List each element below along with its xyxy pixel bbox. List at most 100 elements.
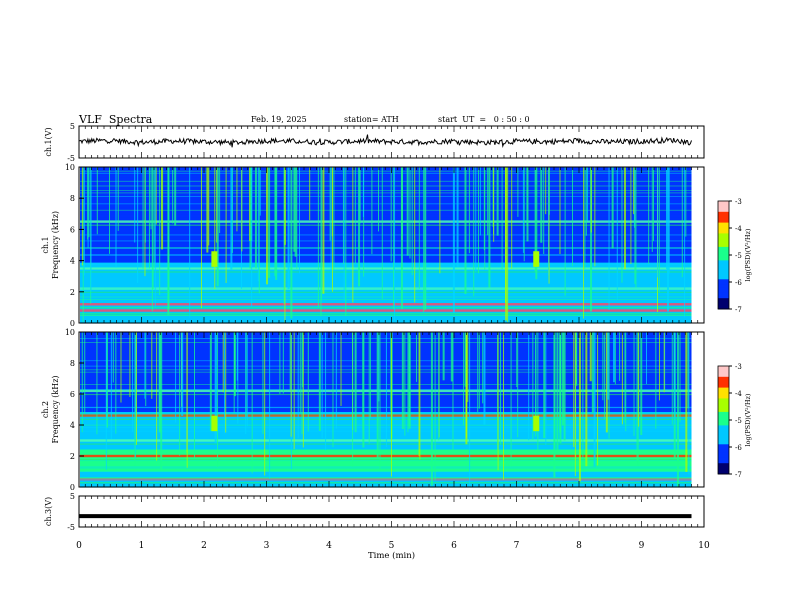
colorbar-cell [718,206,729,210]
xtick-label-7: 7 [514,541,520,551]
sferic [154,167,156,268]
sferic [668,167,670,274]
sferic [468,167,470,254]
colorbar-cell [718,244,729,248]
sferic [318,332,321,431]
colorbar-cell [718,273,729,278]
ch2-spectrogram-cbtick-4: -7 [735,471,742,479]
band-line [80,454,692,458]
sferic [658,167,660,293]
colorbar-cell [718,409,729,413]
colorbar-cell [718,417,729,421]
sferic [309,167,311,221]
sferic [477,332,479,413]
sferic [129,332,131,397]
sferic [434,332,436,481]
sferic [151,332,153,399]
ch2-spectrogram-ytick-1: 2 [70,452,75,461]
striation [80,180,692,182]
sferic [81,332,83,433]
band-line [80,267,692,270]
sferic [587,167,589,221]
sferic [160,332,163,469]
sferic [301,332,303,388]
sferic [330,167,332,288]
sferic [181,332,184,416]
sferic [605,332,608,433]
sferic [358,167,361,287]
sferic [145,332,147,407]
sferic [585,167,587,236]
sferic [556,332,559,452]
sferic [249,167,251,241]
sferic [251,332,253,474]
sferic [381,167,383,300]
colorbar-cell [718,436,729,440]
sferic [105,332,107,470]
sferic [603,332,605,420]
colorbar-cell [718,447,729,451]
colorbar-cell [718,246,729,251]
band-line [80,393,692,396]
sferic [83,167,85,276]
ch2-spectrogram-ytick-4: 8 [70,359,75,368]
ch1-spectrogram-ytick-3: 6 [70,225,75,234]
ch1-spectrogram-ytick-5: 10 [65,163,75,172]
sferic [589,332,592,382]
sferic [573,332,575,447]
striation [80,209,692,211]
sferic [430,332,433,486]
striation [80,192,692,194]
ch1-spectrogram-cblabel: log(PSD)(V²/Hz) [744,228,752,281]
colorbar-cell [718,441,729,445]
sferic [249,167,252,269]
sferic [681,167,683,278]
sferic [302,332,304,448]
sferic [479,167,481,236]
sferic [219,167,221,234]
sferic [151,167,153,312]
colorbar-cell [718,252,729,256]
ch2-spectrogram-cbtick-1: -4 [735,390,742,398]
sferic [251,167,253,307]
sferic [522,167,524,253]
sferic [408,332,411,427]
ch1-spectrogram-cbtick-4: -7 [735,306,742,314]
colorbar-cell [718,387,729,391]
colorbar-cell [718,425,729,429]
colorbar-cell [718,219,729,224]
sferic [81,167,83,266]
sferic [655,332,657,429]
sferic [582,332,584,460]
band-line [80,478,692,481]
sferic [390,167,392,262]
striation [80,467,692,469]
colorbar-cell [718,428,729,432]
sferic [526,167,528,227]
event-mark [211,415,218,432]
colorbar-cell [718,376,729,380]
striation [80,476,692,478]
sferic [503,332,505,480]
sferic [666,167,668,270]
sferic [390,332,392,477]
colorbar-cell [718,463,729,467]
striation [80,248,692,249]
sferic [634,167,636,284]
sferic [259,167,261,216]
colorbar-cell [718,401,729,405]
xtick-label-6: 6 [451,541,457,551]
band-line [80,224,692,226]
sferic [423,167,425,313]
sferic [526,167,529,242]
sferic [500,332,502,445]
sferic [564,167,566,296]
ch1-spectrogram-cbtick-2: -5 [735,252,742,260]
colorbar-cell [718,217,729,221]
sferic [215,332,217,425]
sferic [378,167,380,232]
sferic [685,167,687,237]
sferic [685,332,688,472]
sferic [236,167,238,232]
sferic [548,167,550,284]
